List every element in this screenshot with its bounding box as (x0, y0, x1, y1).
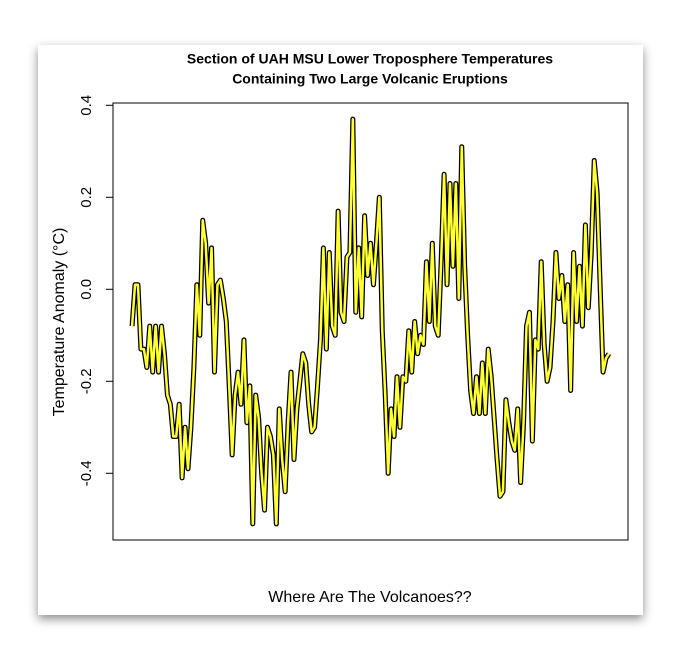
y-tick-label: 0.4 (78, 95, 95, 116)
plot-frame (112, 102, 629, 541)
y-tick-label: 0.2 (78, 187, 95, 208)
chart-title: Section of UAH MSU Lower Troposphere Tem… (187, 51, 553, 67)
y-tick-label: -0.4 (78, 460, 95, 486)
x-axis-label: Where Are The Volcanoes?? (268, 589, 471, 606)
y-tick-label: -0.2 (78, 368, 95, 394)
line (130, 117, 610, 526)
y-axis-label: Temperature Anomaly (°C) (51, 228, 68, 417)
chart-title: Containing Two Large Volcanic Eruptions (232, 71, 508, 87)
y-tick-label: 0.0 (78, 279, 95, 300)
